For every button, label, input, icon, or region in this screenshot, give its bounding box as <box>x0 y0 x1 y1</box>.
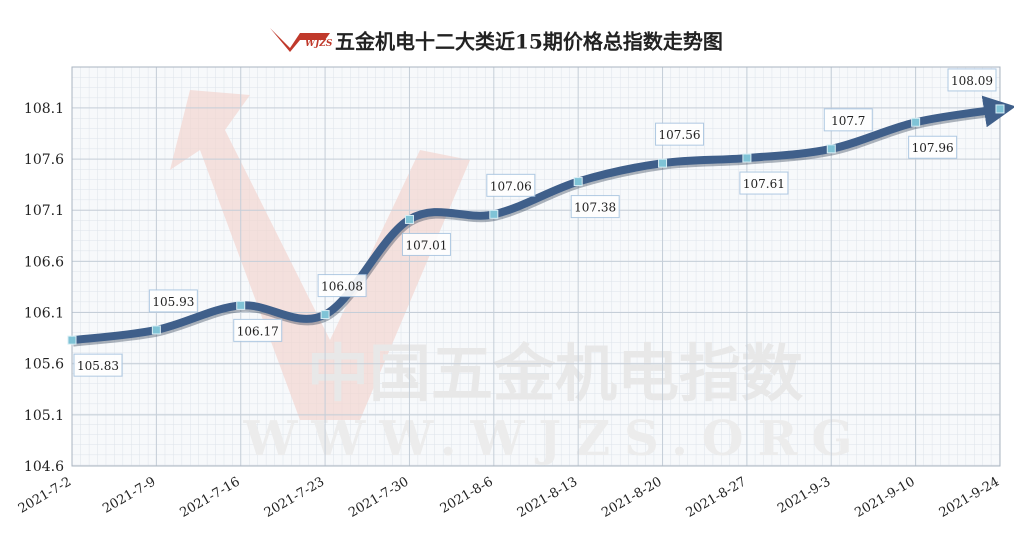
data-label-box <box>947 68 997 92</box>
point-marker <box>826 144 836 154</box>
data-label: 107.38 <box>574 201 616 215</box>
series-line <box>68 95 1014 345</box>
logo-text: WJZS <box>305 39 333 49</box>
x-tick-label: 2021-7-23 <box>262 474 327 520</box>
watermark-text: 中国五金机电指数 <box>307 337 803 410</box>
data-label: 105.83 <box>77 359 119 373</box>
y-tick-label: 106.1 <box>24 306 64 322</box>
point-marker <box>658 158 668 168</box>
data-label: 107.06 <box>490 179 532 193</box>
data-label-box <box>486 173 536 197</box>
x-tick-label: 2021-7-2 <box>16 474 74 516</box>
data-label-box <box>655 122 705 146</box>
x-tick-label: 2021-7-16 <box>177 474 242 520</box>
y-tick-label: 104.6 <box>24 459 64 475</box>
point-marker <box>320 310 330 320</box>
x-tick-label: 2021-9-10 <box>852 474 917 520</box>
point-marker <box>151 325 161 335</box>
data-label: 107.61 <box>743 177 785 191</box>
data-label-box <box>233 318 283 342</box>
watermark: 中国五金机电指数 WWW.WJZS.ORG <box>170 90 867 467</box>
y-tick-label: 108.1 <box>24 101 64 117</box>
data-label: 107.01 <box>405 238 447 252</box>
x-tick-label: 2021-9-24 <box>937 474 1002 520</box>
x-tick-label: 2021-8-6 <box>438 474 496 516</box>
data-label: 106.08 <box>321 280 363 294</box>
logo-mark <box>270 28 330 52</box>
y-tick-label: 105.6 <box>24 357 64 373</box>
data-label-box <box>908 135 958 159</box>
x-tick-label: 2021-8-20 <box>599 474 664 520</box>
point-marker <box>489 209 499 219</box>
point-marker <box>573 177 583 187</box>
plot-border <box>71 66 1001 467</box>
data-label-box <box>73 353 123 377</box>
data-label-box <box>739 171 789 195</box>
point-marker <box>995 104 1005 114</box>
point-marker <box>911 117 921 127</box>
point-marker <box>67 335 77 345</box>
point-marker <box>236 300 246 310</box>
x-tick-label: 2021-7-9 <box>100 474 158 516</box>
data-label: 106.17 <box>237 324 279 338</box>
data-label: 107.7 <box>831 114 865 128</box>
watermark-url: WWW.WJZS.ORG <box>243 411 867 467</box>
data-label-box <box>823 108 873 132</box>
data-label-box <box>317 274 367 298</box>
data-label-box <box>401 232 451 256</box>
data-label: 108.09 <box>951 74 993 88</box>
y-tick-label: 105.1 <box>24 408 64 424</box>
data-label-box <box>570 195 620 219</box>
data-label-box <box>148 289 198 313</box>
title-group: WJZS 五金机电十二大类近15期价格总指数走势图 <box>270 28 723 54</box>
y-tick-label: 106.6 <box>24 254 64 270</box>
data-label: 105.93 <box>152 295 194 309</box>
data-label: 107.96 <box>912 141 954 155</box>
y-tick-label: 107.1 <box>24 203 64 219</box>
point-marker <box>404 214 414 224</box>
x-tick-label: 2021-8-13 <box>515 474 580 520</box>
y-tick-label: 107.6 <box>24 152 64 168</box>
x-tick-label: 2021-9-3 <box>775 474 833 516</box>
data-label: 107.56 <box>659 128 701 142</box>
x-tick-label: 2021-7-30 <box>346 474 411 520</box>
chart-title: 五金机电十二大类近15期价格总指数走势图 <box>335 30 723 54</box>
x-tick-label: 2021-8-27 <box>684 474 749 520</box>
point-marker <box>742 153 752 163</box>
